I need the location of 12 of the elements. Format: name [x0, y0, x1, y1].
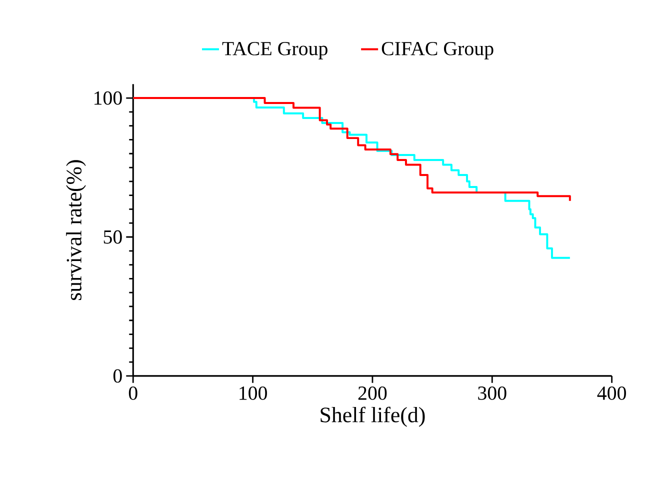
x-tick-label: 400	[597, 386, 626, 400]
y-tick-label: 100	[94, 91, 122, 105]
y-tick-label: 0	[113, 369, 122, 383]
x-tick-label: 200	[358, 386, 387, 400]
x-tick-label: 300	[478, 386, 506, 400]
legend-label: TACE Group	[222, 42, 328, 60]
legend-label: CIFAC Group	[382, 42, 494, 60]
x-tick-label: 100	[240, 386, 267, 400]
x-tick-label: 0	[128, 386, 138, 400]
y-axis-title: survival rate(%)	[66, 160, 86, 300]
x-axis-title: Shelf life(d)	[320, 406, 425, 427]
y-tick-label: 50	[104, 230, 122, 244]
